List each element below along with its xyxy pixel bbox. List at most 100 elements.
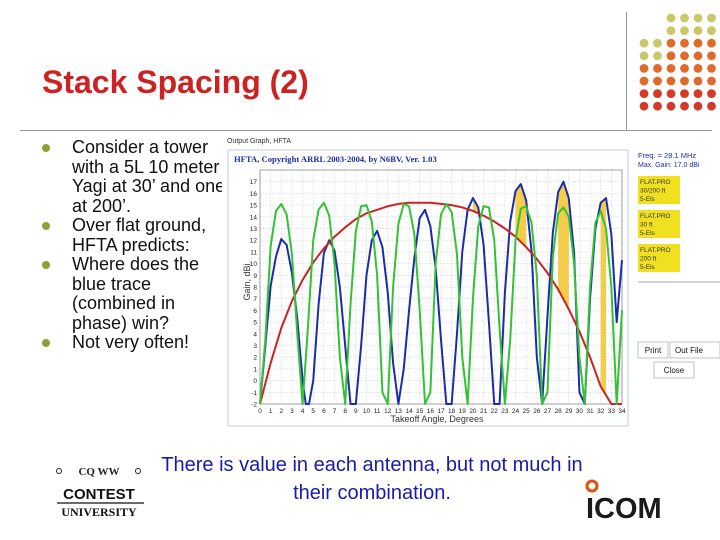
y-tick-label: 9: [253, 273, 257, 280]
y-tick-label: 12: [250, 238, 258, 245]
x-tick-label: 24: [512, 408, 520, 415]
decorative-dot: [707, 101, 716, 111]
x-tick-label: 27: [544, 408, 552, 415]
x-tick-label: 6: [322, 408, 326, 415]
graph-title: HFTA, Copyright ARRL 2003-2004, by N6BV,…: [234, 154, 437, 164]
decorative-dot: [639, 38, 649, 48]
y-tick-label: 4: [253, 331, 257, 338]
series-line-1: [259, 201, 622, 405]
y-tick-label: 15: [250, 203, 258, 210]
decorative-dot: [639, 76, 649, 86]
decorative-dot: [653, 51, 662, 61]
decorative-dot: [639, 51, 649, 61]
legend-text: 200 ft: [640, 256, 656, 263]
bullet-item: Consider a tower with a 5L 10 meter Yagi…: [42, 137, 230, 216]
y-tick-label: 10: [250, 261, 258, 268]
decorative-dot: [666, 64, 676, 73]
y-tick-label: 17: [250, 179, 258, 186]
x-tick-label: 5: [311, 408, 315, 415]
x-tick-label: 34: [618, 408, 626, 415]
y-tick-label: 16: [250, 191, 258, 198]
close-button[interactable]: [653, 361, 695, 379]
decorative-dot: [680, 101, 689, 111]
y-tick-label: 6: [253, 308, 257, 315]
decorative-dot: [693, 51, 703, 61]
legend-text: FLAT.PRO: [640, 179, 671, 186]
x-tick-label: 9: [354, 408, 358, 415]
graph-window-title: Output Graph, HFTA: [227, 138, 291, 145]
x-tick-label: 29: [565, 408, 573, 415]
decorative-dot: [680, 26, 689, 35]
decorative-dot-grid: [639, 13, 716, 111]
y-tick-label: 14: [250, 214, 258, 221]
x-tick-label: 4: [301, 408, 305, 415]
legend-text: FLAT.PRO: [640, 247, 671, 254]
decorative-dot: [666, 76, 676, 86]
legend-text: 5-Els: [640, 230, 656, 237]
decorative-dot: [707, 64, 716, 73]
decorative-dot: [680, 76, 689, 86]
logo-ornament-icon: [135, 468, 141, 474]
x-tick-label: 17: [437, 408, 445, 415]
y-tick-label: 1: [253, 366, 257, 373]
x-tick-label: 20: [469, 408, 477, 415]
x-tick-label: 32: [597, 408, 605, 415]
decorative-dot: [693, 26, 703, 35]
out-file-button[interactable]: [669, 341, 720, 359]
x-tick-label: 31: [586, 408, 594, 415]
decorative-dot: [680, 13, 689, 23]
decorative-dot: [639, 89, 649, 98]
bullet-dot-icon: [42, 339, 50, 347]
print-button[interactable]: [637, 341, 669, 359]
decorative-dot: [707, 89, 716, 98]
y-axis-label: Gain, dBi: [242, 263, 252, 300]
decorative-dot: [680, 51, 689, 61]
divider-horizontal: [20, 130, 712, 131]
x-tick-label: 16: [427, 408, 435, 415]
decorative-dot: [693, 64, 703, 73]
decorative-dot: [693, 76, 703, 86]
y-tick-label: -2: [251, 402, 257, 409]
decorative-dot: [693, 13, 703, 23]
x-tick-label: 7: [333, 408, 337, 415]
legend-box: [638, 176, 680, 204]
logo-contest-text: CONTEST: [63, 486, 135, 503]
legend-box: [638, 210, 680, 238]
legend-text: 5-Els: [640, 264, 656, 271]
bullet-text: Consider a tower with a 5L 10 meter Yagi…: [72, 137, 226, 216]
decorative-dot: [666, 51, 676, 61]
y-tick-label: 3: [253, 343, 257, 350]
logo-top-text: CQ WW: [78, 466, 119, 478]
frequency-label: Freq. = 28.1 MHz: [638, 151, 696, 160]
decorative-dot: [680, 89, 689, 98]
bullet-dot-icon: [42, 222, 50, 230]
winning-area-fill: [558, 181, 569, 310]
decorative-dot: [693, 101, 703, 111]
x-tick-label: 14: [405, 408, 413, 415]
logo-ornament-icon: [56, 468, 62, 474]
y-tick-label: -1: [251, 390, 257, 397]
contest-university-logo: CQ WW CONTEST UNIVERSITY: [56, 466, 144, 519]
decorative-dot: [666, 13, 676, 23]
bullet-dot-icon: [42, 261, 50, 269]
x-tick-label: 26: [533, 408, 541, 415]
decorative-dot: [639, 101, 649, 111]
hfta-side-panel: Freq. = 28.1 MHz Max. Gain: 17.0 dBi FLA…: [637, 151, 720, 379]
plot-area: [259, 169, 623, 405]
x-tick-label: 23: [501, 408, 509, 415]
logo-university-text: UNIVERSITY: [61, 505, 137, 519]
decorative-dot: [707, 13, 716, 23]
x-tick-label: 30: [576, 408, 584, 415]
x-tick-label: 10: [363, 408, 371, 415]
icom-wordmark: ICOM: [586, 493, 662, 524]
decorative-dot: [666, 38, 676, 48]
bullet-text: Not very often!: [72, 332, 190, 352]
slide-title: Stack Spacing (2): [42, 64, 309, 100]
x-tick-label: 11: [374, 408, 381, 415]
x-tick-label: 21: [480, 408, 488, 415]
decorative-dot: [666, 26, 676, 35]
bullet-list: Consider a tower with a 5L 10 meter Yagi…: [42, 137, 230, 353]
legend-box: [638, 244, 680, 272]
legend-text: 30/200 ft: [640, 188, 665, 195]
